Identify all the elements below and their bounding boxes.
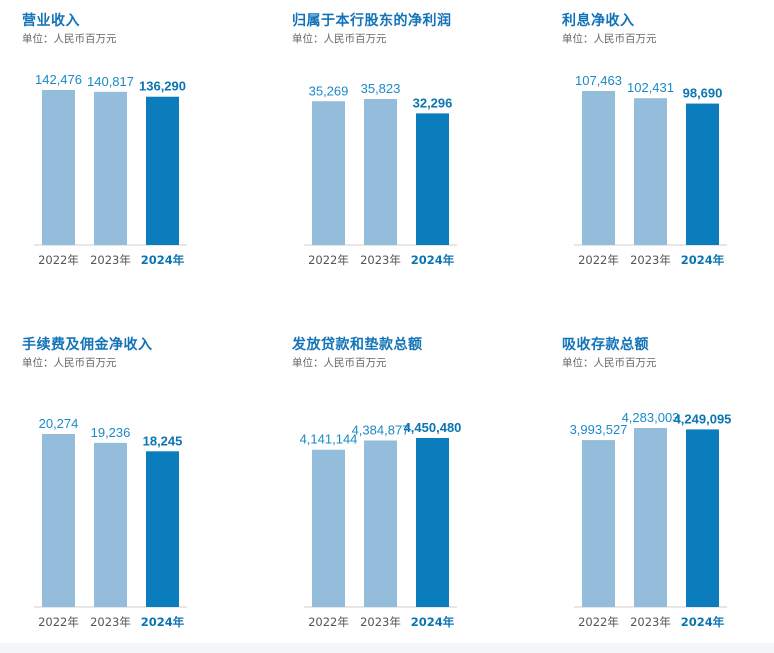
category-label: 2022年 — [308, 253, 349, 267]
bar-2022 — [312, 101, 345, 246]
data-label: 102,431 — [627, 80, 674, 95]
chart-panel-net-interest-income: 利息净收入 单位：人民币百万元 107,463 2022年 102,431 2023年… — [562, 10, 774, 310]
data-label: 4,249,095 — [674, 411, 732, 426]
category-label: 2024年 — [141, 615, 185, 629]
bar-2023 — [94, 442, 127, 607]
bar-2022 — [42, 90, 75, 245]
category-label: 2024年 — [681, 253, 725, 267]
category-label: 2022年 — [38, 253, 79, 267]
bar-2023 — [94, 91, 127, 245]
category-label: 2023年 — [90, 253, 131, 267]
category-label: 2023年 — [360, 253, 401, 267]
data-label: 35,823 — [361, 81, 401, 96]
chart-panel-revenue: 营业收入 单位：人民币百万元 142,476 2022年 140,817 2023年 1… — [22, 10, 252, 310]
bar-chart: 3,993,527 2022年 4,283,003 2023年 4,249,095 202… — [570, 410, 732, 629]
category-label: 2024年 — [411, 615, 455, 629]
data-label: 4,384,877 — [352, 422, 410, 437]
category-label: 2023年 — [360, 615, 401, 629]
category-label: 2023年 — [90, 615, 131, 629]
data-label: 4,283,003 — [622, 410, 680, 425]
bar-2023 — [634, 98, 667, 245]
chart-title: 归属于本行股东的净利润 — [292, 13, 452, 29]
chart-panel-net-profit: 归属于本行股东的净利润 单位：人民币百万元 35,269 2022年 35,823 2… — [292, 10, 522, 310]
chart-panel-deposits: 吸收存款总额 单位：人民币百万元 3,993,527 2022年 4,283,003… — [562, 334, 774, 634]
bar-2024 — [416, 113, 449, 245]
data-label: 35,269 — [309, 83, 349, 98]
chart-panel-loans: 发放贷款和垫款总额 单位：人民币百万元 4,141,144 2022年 4,384,… — [292, 334, 522, 634]
chart-title: 利息净收入 — [562, 13, 635, 29]
category-label: 2024年 — [681, 615, 725, 629]
bar-2024 — [146, 96, 179, 245]
chart-unit: 单位：人民币百万元 — [292, 357, 387, 369]
bar-2022 — [312, 449, 345, 607]
data-label: 3,993,527 — [570, 422, 628, 437]
bar-chart: 35,269 2022年 35,823 2023年 32,296 2024年 — [304, 81, 457, 267]
chart-title: 营业收入 — [22, 13, 80, 29]
category-label: 2024年 — [411, 253, 455, 267]
bar-2022 — [42, 434, 75, 607]
data-label: 19,236 — [91, 425, 131, 440]
bar-2024 — [686, 103, 719, 245]
bar-2024 — [146, 451, 179, 607]
data-label: 4,141,144 — [300, 432, 358, 447]
bar-2022 — [582, 440, 615, 607]
footer-strip — [0, 643, 774, 653]
bar-2022 — [582, 91, 615, 245]
chart-panel-fee-income: 手续费及佣金净收入 单位：人民币百万元 20,274 2022年 19,236 202… — [22, 334, 252, 634]
bar-2023 — [364, 440, 397, 607]
bar-2024 — [416, 438, 449, 607]
bar-chart: 107,463 2022年 102,431 2023年 98,690 2024年 — [574, 73, 727, 267]
bar-2023 — [364, 99, 397, 245]
chart-unit: 单位：人民币百万元 — [562, 357, 657, 369]
data-label: 18,245 — [143, 433, 183, 448]
category-label: 2023年 — [630, 615, 671, 629]
data-label: 142,476 — [35, 72, 82, 87]
bar-2023 — [634, 428, 667, 607]
chart-title: 发放贷款和垫款总额 — [292, 337, 423, 353]
data-label: 140,817 — [87, 74, 134, 89]
chart-unit: 单位：人民币百万元 — [292, 33, 387, 45]
category-label: 2022年 — [308, 615, 349, 629]
bar-chart: 142,476 2022年 140,817 2023年 136,290 2024年 — [34, 72, 187, 267]
data-label: 4,450,480 — [404, 420, 462, 435]
bar-chart: 4,141,144 2022年 4,384,877 2023年 4,450,480 202… — [300, 420, 462, 629]
category-label: 2024年 — [141, 253, 185, 267]
data-label: 32,296 — [413, 95, 453, 110]
category-label: 2022年 — [578, 615, 619, 629]
data-label: 98,690 — [683, 86, 723, 101]
chart-unit: 单位：人民币百万元 — [562, 33, 657, 45]
chart-title: 吸收存款总额 — [562, 337, 649, 353]
category-label: 2022年 — [578, 253, 619, 267]
data-label: 136,290 — [139, 79, 186, 94]
bar-2024 — [686, 429, 719, 607]
chart-title: 手续费及佣金净收入 — [22, 337, 153, 353]
chart-unit: 单位：人民币百万元 — [22, 33, 117, 45]
bar-chart: 20,274 2022年 19,236 2023年 18,245 2024年 — [34, 416, 187, 629]
chart-unit: 单位：人民币百万元 — [22, 357, 117, 369]
category-label: 2022年 — [38, 615, 79, 629]
data-label: 20,274 — [39, 416, 79, 431]
category-label: 2023年 — [630, 253, 671, 267]
data-label: 107,463 — [575, 73, 622, 88]
